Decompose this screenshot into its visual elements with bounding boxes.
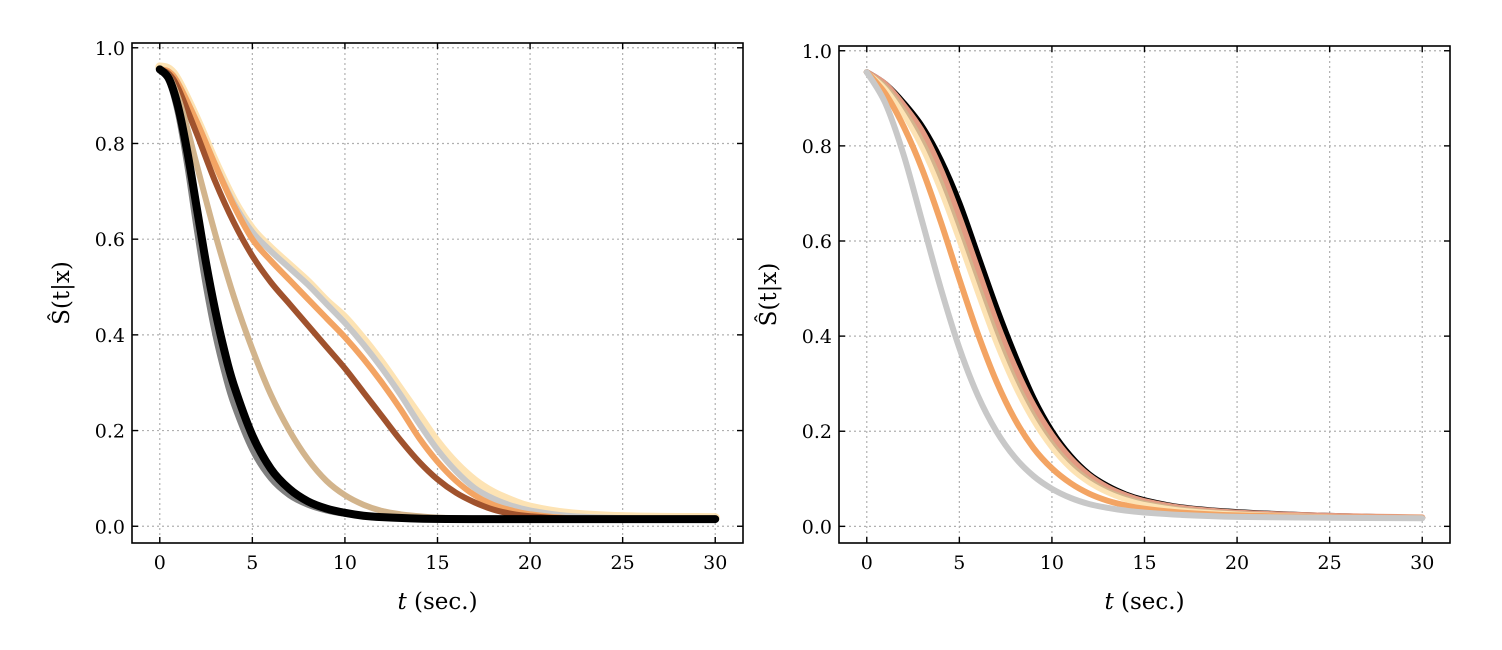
series-group [863, 69, 1426, 522]
y-tick-label: 0.6 [95, 229, 125, 251]
plot-frame [838, 45, 1451, 544]
x-axis-label: t (sec.) [1104, 589, 1184, 615]
x-axis-variable: t [1104, 589, 1114, 615]
x-tick-label: 5 [953, 552, 965, 574]
y-axis-label: Ŝ(t|x) [755, 263, 782, 327]
x-axis-unit: (sec.) [1114, 589, 1185, 615]
right-series-line-3 [864, 69, 1425, 521]
right-series-line-2 [864, 69, 1425, 521]
x-tick-label: 25 [611, 552, 635, 574]
left-series-line-2 [156, 66, 719, 523]
x-tick-label: 15 [425, 552, 449, 574]
y-tick-label: 1.0 [95, 38, 125, 60]
y-tick-label: 1.0 [802, 41, 832, 63]
y-tick-label: 0.6 [802, 231, 832, 253]
y-tick-label: 0.8 [802, 136, 832, 158]
y-tick-label: 0.0 [95, 516, 125, 538]
y-tick-label: 0.0 [802, 516, 832, 538]
x-tick-label: 0 [861, 552, 873, 574]
right-series-line-5 [863, 69, 1426, 522]
right-series-line-4 [863, 69, 1426, 521]
left-chart-panel: 0 5 10 15 20 25 30 0.0 0.2 0.4 0.6 0.8 1.0 t (sec.) Ŝ(… [48, 38, 744, 615]
left-series-line-6 [155, 65, 720, 524]
left-series-line-3 [156, 66, 719, 523]
x-tick-label: 30 [703, 552, 727, 574]
y-tick-label: 0.8 [95, 133, 125, 155]
x-tick-label: 5 [246, 552, 258, 574]
right-series-line-0 [863, 69, 1426, 521]
x-tick-label: 25 [1318, 552, 1342, 574]
y-axis-label: Ŝ(t|x) [48, 261, 75, 325]
x-axis-unit: (sec.) [407, 589, 478, 615]
right-chart-panel: 0 5 10 15 20 25 30 0.0 0.2 0.4 0.6 0.8 1.0 t (sec.) Ŝ(… [755, 41, 1451, 615]
x-axis-variable: t [397, 589, 407, 615]
x-tick-label: 20 [518, 552, 542, 574]
right-series-line-1 [863, 69, 1426, 521]
y-tick-label: 0.2 [95, 421, 125, 443]
x-tick-label: 15 [1132, 552, 1156, 574]
x-tick-label: 20 [1225, 552, 1249, 574]
x-tick-label: 30 [1410, 552, 1434, 574]
y-tick-label: 0.4 [95, 325, 125, 347]
x-tick-label: 10 [333, 552, 357, 574]
y-tick-label: 0.4 [802, 326, 832, 348]
y-tick-label: 0.2 [802, 421, 832, 443]
x-tick-label: 0 [154, 552, 166, 574]
x-tick-label: 10 [1040, 552, 1064, 574]
x-axis-label: t (sec.) [397, 589, 477, 615]
series-group [155, 62, 720, 524]
